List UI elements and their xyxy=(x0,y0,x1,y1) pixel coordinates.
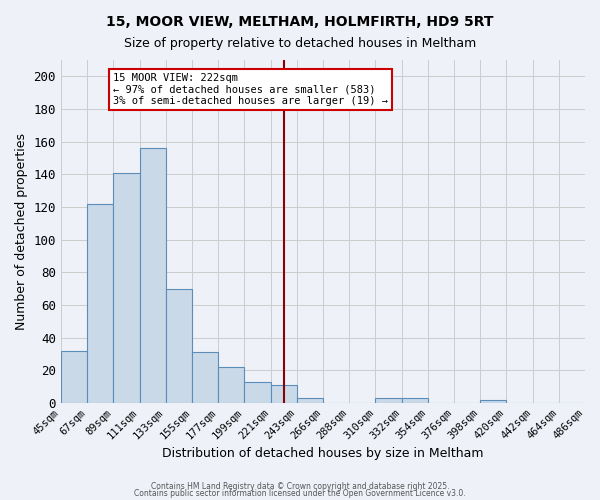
Bar xyxy=(376,398,401,403)
Bar xyxy=(166,288,192,403)
Bar xyxy=(192,352,218,403)
Text: 15, MOOR VIEW, MELTHAM, HOLMFIRTH, HD9 5RT: 15, MOOR VIEW, MELTHAM, HOLMFIRTH, HD9 5… xyxy=(106,15,494,29)
Bar xyxy=(480,400,506,403)
Bar xyxy=(218,367,244,403)
Text: Contains public sector information licensed under the Open Government Licence v3: Contains public sector information licen… xyxy=(134,490,466,498)
Text: Size of property relative to detached houses in Meltham: Size of property relative to detached ho… xyxy=(124,38,476,51)
Bar xyxy=(87,204,113,403)
Bar xyxy=(113,172,140,403)
Bar xyxy=(271,385,297,403)
Text: 15 MOOR VIEW: 222sqm
← 97% of detached houses are smaller (583)
3% of semi-detac: 15 MOOR VIEW: 222sqm ← 97% of detached h… xyxy=(113,73,388,106)
Bar xyxy=(140,148,166,403)
Text: Contains HM Land Registry data © Crown copyright and database right 2025.: Contains HM Land Registry data © Crown c… xyxy=(151,482,449,491)
Bar xyxy=(297,398,323,403)
Y-axis label: Number of detached properties: Number of detached properties xyxy=(15,133,28,330)
Bar xyxy=(401,398,428,403)
X-axis label: Distribution of detached houses by size in Meltham: Distribution of detached houses by size … xyxy=(162,447,484,460)
Bar xyxy=(244,382,271,403)
Bar xyxy=(61,350,87,403)
